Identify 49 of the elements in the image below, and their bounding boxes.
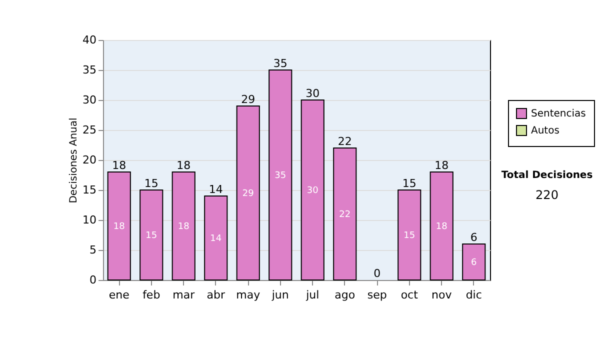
x-tick-label: feb (142, 288, 160, 302)
x-tick-label: dic (466, 288, 482, 302)
x-tick-label: ago (334, 288, 356, 302)
y-axis-title: Decisiones Anual (68, 118, 80, 204)
data-label: 15 (404, 231, 416, 241)
data-label: 14 (210, 234, 222, 244)
total-label: 14 (208, 183, 223, 196)
total-label: 0 (374, 267, 381, 280)
total-label: 18 (176, 159, 191, 172)
x-tick-label: sep (367, 288, 387, 302)
total-label: 18 (112, 159, 126, 172)
y-tick-label: 25 (82, 124, 96, 136)
y-tick-label: 0 (90, 274, 96, 286)
data-label: 30 (306, 186, 319, 196)
total-label: 29 (241, 93, 256, 106)
x-tick-label: ene (108, 288, 130, 302)
y-tick-label: 20 (82, 154, 96, 166)
data-label: 6 (471, 258, 478, 268)
data-label: 18 (178, 222, 190, 232)
total-label: 15 (144, 177, 158, 190)
y-tick-label: 15 (82, 184, 96, 196)
total-label: 18 (434, 159, 449, 172)
y-tick-label: 40 (82, 34, 96, 46)
data-label: 18 (436, 222, 448, 232)
x-tick-label: jul (305, 288, 320, 302)
data-label: 18 (113, 222, 126, 232)
x-tick-label: abr (206, 288, 226, 302)
data-label: 22 (339, 210, 351, 220)
data-label: 29 (242, 189, 254, 199)
total-label: 30 (306, 87, 320, 100)
y-tick-label: 30 (82, 94, 96, 106)
legend-label: Sentencias (531, 108, 586, 120)
total-label: 35 (273, 57, 288, 70)
text: 220 (534, 188, 560, 202)
y-tick-label: 10 (82, 214, 96, 226)
total-label: 22 (338, 135, 352, 148)
total-label: 15 (402, 177, 416, 190)
legend-label: Autos (531, 126, 560, 136)
y-tick-label: 35 (82, 64, 96, 76)
y-tick-label: 5 (90, 244, 96, 256)
x-tick-label: mar (172, 288, 196, 302)
x-tick-label: oct (400, 288, 419, 302)
data-label: 15 (146, 231, 158, 241)
data-label: 35 (274, 171, 286, 181)
x-tick-label: may (236, 288, 261, 302)
total-label: 6 (470, 231, 478, 244)
text: Total Decisiones (500, 170, 594, 181)
x-tick-label: nov (432, 288, 452, 302)
x-tick-label: jun (270, 288, 289, 302)
